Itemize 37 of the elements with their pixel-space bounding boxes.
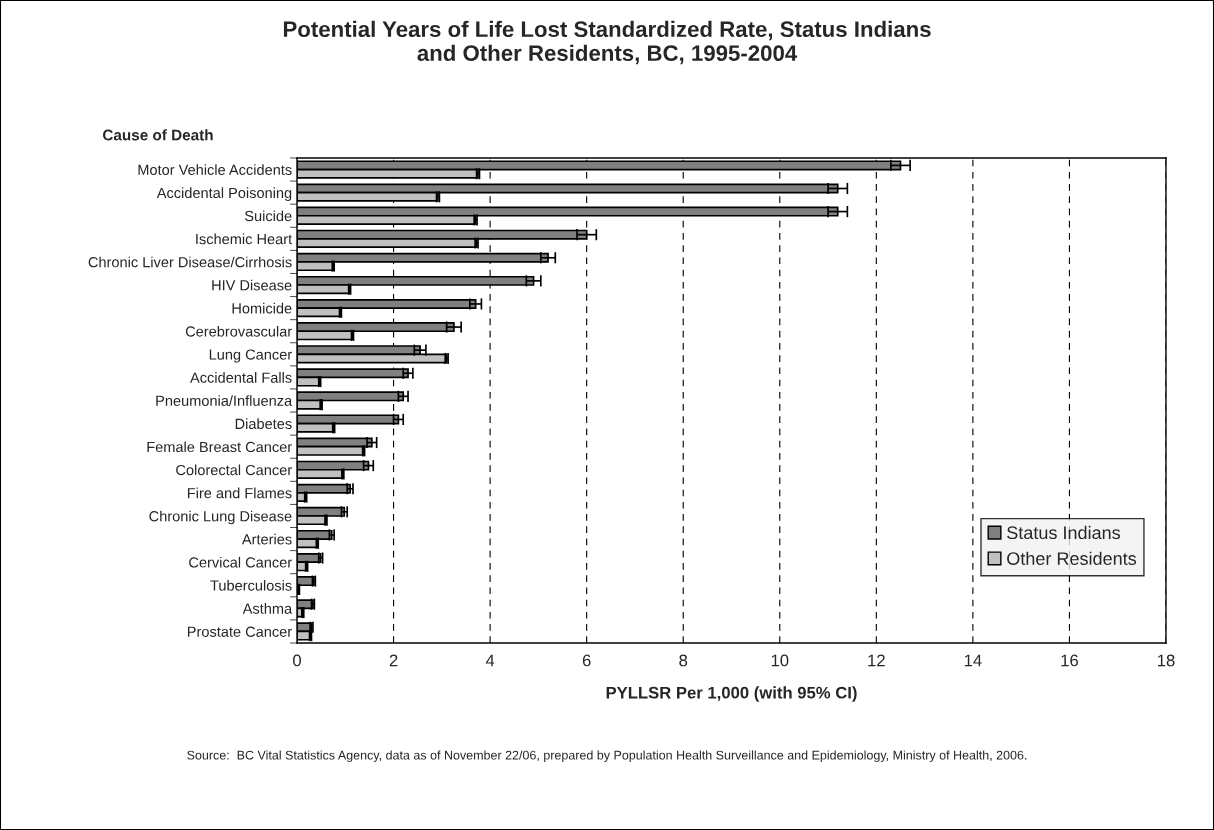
y-tick-label: Arteries [241,533,292,545]
y-tick-label: Cerebrovascular [185,325,292,337]
y-tick-label: Accidental Falls [190,372,292,383]
y-tick-label: Chronic Lung Disease [149,510,292,525]
y-tick-label: Prostate Cancer [187,626,292,637]
y-tick-label: Pneumonia/Influenza [156,395,293,406]
y-tick-label: Accidental Poisoning [156,187,292,201]
y-tick-label: Homicide [232,302,292,314]
x-tick-label: 8 [679,654,688,667]
y-tick-label: Lung Cancer [209,349,292,363]
x-tick-label: 6 [582,654,591,667]
x-tick-label: 18 [1158,654,1175,667]
x-tick-label: 0 [293,654,301,667]
y-tick-label: Colorectal Cancer [176,464,292,476]
x-tick-label: 16 [1061,654,1078,667]
y-tick-label: Female Breast Cancer [147,441,292,453]
source-note: Source: BC Vital Statistics Agency, data as of November 22/06, prepared by Population Health Surveillance and Epidemiology, Ministry of Health, 2006. [187,750,1027,763]
y-tick-label: Diabetes [235,418,292,430]
y-tick-label: Ischemic Heart [196,233,293,245]
y-axis-title: Cause of Death [102,129,213,141]
y-tick-label: HIV Disease [212,279,292,291]
x-tick-label: 4 [485,654,495,667]
y-tick-label: Suicide [244,210,292,222]
chart-title: Potential Years of Life Lost Standardized Rate, Status Indians and Other Residents, BC, 1995-2004 [283,20,931,65]
y-tick-label: Cervical Cancer [189,556,292,568]
x-tick-label: 10 [771,654,789,667]
legend-label: Status Indians [1007,525,1121,540]
x-axis-title: PYLLSR Per 1,000 (with 95% CI) [606,686,857,702]
x-tick-label: 14 [964,654,982,667]
legend-label: Other Residents [1007,551,1137,565]
y-tick-label: Asthma [242,603,293,614]
y-tick-label: Fire and Flames [187,487,292,499]
y-tick-label: Chronic Liver Disease/Cirrhosis [88,256,292,268]
y-tick-label: Motor Vehicle Accidents [138,164,292,175]
y-tick-label: Tuberculosis [210,579,292,591]
x-tick-label: 12 [868,654,885,667]
x-tick-label: 2 [389,654,398,667]
